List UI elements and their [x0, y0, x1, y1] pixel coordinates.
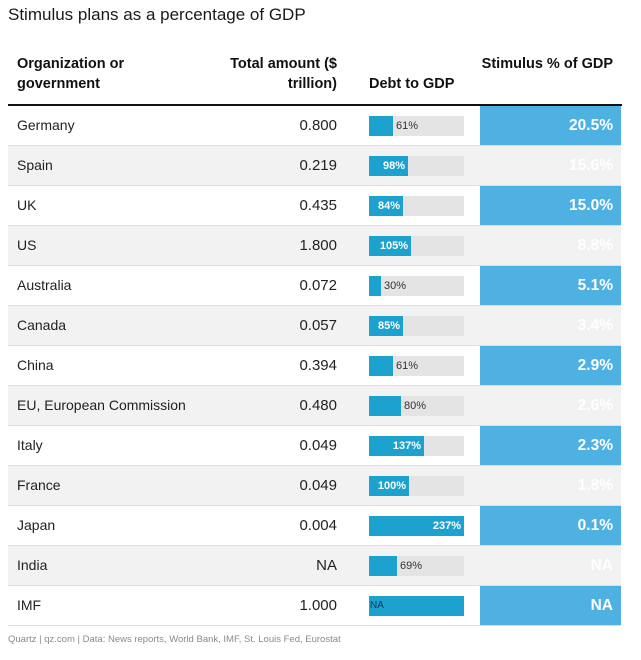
debt-bar-track: 105% [369, 236, 464, 256]
total-amount: 0.800 [299, 117, 337, 134]
debt-label: 85% [377, 320, 400, 332]
debt-bar-track: 137% [369, 436, 464, 456]
stimulus-value: 5.1% [577, 277, 613, 294]
header-debt-to-gdp: Debt to GDP [369, 76, 455, 92]
debt-bar-track: 100% [369, 476, 464, 496]
debt-bar [369, 356, 393, 376]
stimulus-value: 2.9% [577, 357, 613, 374]
debt-bar-track: 69% [369, 556, 464, 576]
chart-title: Stimulus plans as a percentage of GDP [8, 5, 306, 24]
debt-bar-track: 80% [369, 396, 464, 416]
total-amount: 0.072 [299, 277, 337, 294]
org-name: UK [17, 197, 37, 213]
header-total-amount: Total amount ($ trillion) [230, 56, 337, 92]
debt-label: NA [370, 600, 384, 611]
debt-bar [369, 236, 411, 256]
debt-bar-track: 85% [369, 316, 464, 336]
total-amount: 1.800 [299, 237, 337, 254]
stimulus-value: 1.8% [577, 477, 613, 494]
debt-bar [369, 436, 424, 456]
table-row: Germany 0.800 61% 20.5% [8, 106, 621, 146]
debt-label: 30% [384, 280, 407, 292]
debt-label: 61% [396, 120, 419, 132]
debt-label: 98% [382, 160, 405, 172]
org-name: India [17, 557, 48, 573]
debt-label: 80% [404, 400, 427, 412]
table-row: US 1.800 105% 8.8% [8, 226, 621, 266]
debt-bar [369, 556, 397, 576]
total-amount: 0.049 [299, 437, 337, 454]
stimulus-column-background [480, 106, 621, 625]
table-row: Italy 0.049 137% 2.3% [8, 426, 621, 466]
debt-bar-track: 61% [369, 116, 464, 136]
stimulus-value: NA [590, 597, 613, 614]
debt-bar [369, 156, 408, 176]
debt-bar [369, 516, 464, 536]
header-organization: Organization or government [17, 56, 125, 92]
org-name: US [17, 237, 37, 253]
header-stimulus-percent: Stimulus % of GDP [481, 56, 613, 72]
stimulus-value: 2.6% [577, 397, 613, 414]
total-amount: 0.480 [299, 397, 337, 414]
org-name: Japan [17, 517, 56, 533]
table-row: China 0.394 61% 2.9% [8, 346, 621, 386]
debt-label: 69% [400, 560, 423, 572]
org-name: Australia [17, 277, 72, 293]
debt-bar-track: 237% [369, 516, 464, 536]
table-row: EU, European Commission 0.480 80% 2.6% [8, 386, 621, 426]
total-amount: 0.394 [299, 357, 337, 374]
stimulus-value: 2.3% [577, 437, 613, 454]
table-row: UK 0.435 84% 15.0% [8, 186, 621, 226]
source-note: Quartz | qz.com | Data: News reports, Wo… [8, 634, 341, 645]
debt-label: 237% [432, 520, 461, 532]
table-row: Japan 0.004 237% 0.1% [8, 506, 621, 546]
debt-label: 100% [377, 480, 406, 492]
total-amount: 1.000 [299, 597, 337, 614]
debt-label: 84% [377, 200, 400, 212]
stimulus-value: 20.5% [569, 117, 613, 134]
total-amount: 0.004 [299, 517, 337, 534]
table-row: Spain 0.219 98% 15.6% [8, 146, 621, 186]
total-amount: 0.219 [299, 157, 337, 174]
debt-bar [369, 116, 393, 136]
debt-bar [369, 476, 409, 496]
stimulus-value: 8.8% [577, 237, 613, 254]
org-name: China [17, 357, 54, 373]
debt-label: 137% [392, 440, 421, 452]
total-amount: 0.049 [299, 477, 337, 494]
table-row: France 0.049 100% 1.8% [8, 466, 621, 506]
table-row: India NA 69% NA [8, 546, 621, 586]
org-name: Germany [17, 117, 75, 133]
total-amount: 0.435 [299, 197, 337, 214]
org-name: Italy [17, 437, 43, 453]
table-row: Canada 0.057 85% 3.4% [8, 306, 621, 346]
debt-label: 105% [379, 240, 408, 252]
total-amount: 0.057 [299, 317, 337, 334]
debt-bar-track: 30% [369, 276, 464, 296]
debt-bar-track: NA [369, 596, 464, 616]
org-name: EU, European Commission [17, 397, 186, 413]
stimulus-value: 15.0% [569, 197, 613, 214]
table-row: IMF 1.000 NA NA [8, 586, 621, 626]
stimulus-value: 3.4% [577, 317, 613, 334]
stimulus-value: 15.6% [569, 157, 613, 174]
total-amount: NA [316, 557, 337, 574]
org-name: Spain [17, 157, 53, 173]
debt-bar-track: 84% [369, 196, 464, 216]
debt-bar [369, 396, 401, 416]
debt-bar [369, 196, 403, 216]
org-name: France [17, 477, 61, 493]
debt-bar [369, 596, 464, 616]
debt-bar-track: 98% [369, 156, 464, 176]
org-name: Canada [17, 317, 67, 333]
stimulus-value: 0.1% [577, 517, 613, 534]
org-name: IMF [17, 597, 42, 613]
debt-bar [369, 276, 381, 296]
stimulus-value: NA [590, 557, 613, 574]
debt-bar-track: 61% [369, 356, 464, 376]
table-row: Australia 0.072 30% 5.1% [8, 266, 621, 306]
debt-label: 61% [396, 360, 419, 372]
header-divider [8, 104, 622, 106]
debt-bar [369, 316, 403, 336]
